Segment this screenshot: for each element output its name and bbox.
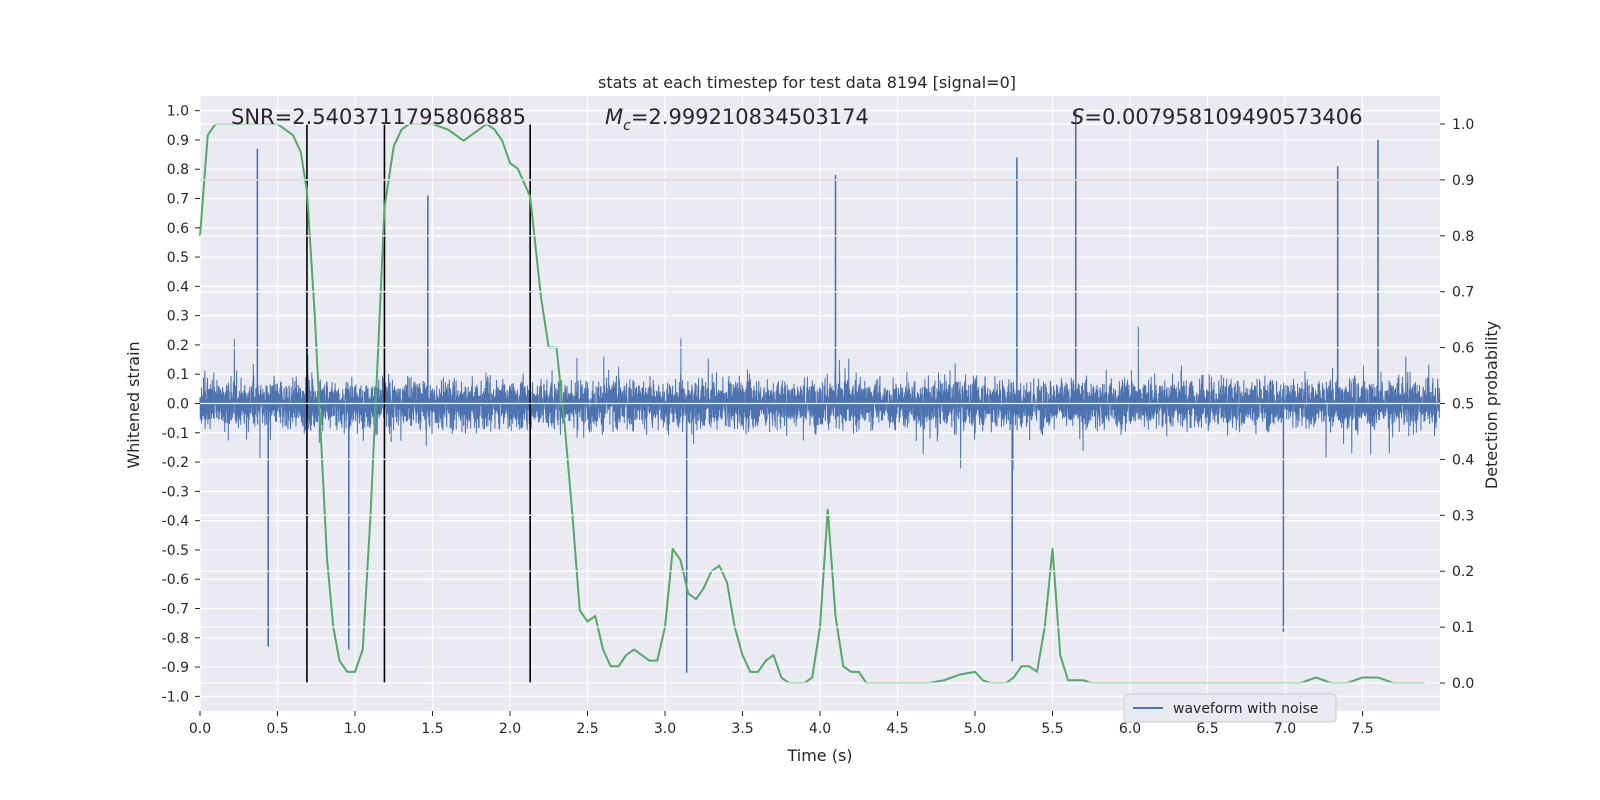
y2-tick-label: 0.5: [1452, 397, 1474, 413]
y-tick-label: -0.6: [162, 572, 189, 588]
chirp-mass-value: =2.999210834503174: [631, 105, 869, 129]
x-tick-label: 5.0: [964, 721, 986, 737]
probability-series: [199, 122, 1425, 685]
waveform-line: [199, 326, 1441, 470]
plot-area: [199, 96, 1441, 711]
y2-axis-ticks: 1.0 0.9 0.8 0.7 0.6 0.5 0.4 0.3 0.2 0.1 0.0: [1440, 117, 1474, 692]
y-axis-ticks: 1.0 0.9 0.8 0.7 0.6 0.5 0.4 0.3 0.2 0.1 0.0 -0.1 -0.…: [162, 104, 200, 705]
y-tick-label: -0.7: [162, 602, 189, 618]
s-value: =0.007958109490573406: [1084, 105, 1362, 129]
chirp-mass-subscript: c: [623, 118, 631, 134]
y-tick-label: 0.4: [167, 279, 189, 295]
y-tick-label: 0.1: [167, 367, 189, 383]
x-tick-label: 4.0: [809, 721, 831, 737]
x-tick-label: 0.0: [189, 721, 211, 737]
x-tick-label: 7.5: [1351, 721, 1373, 737]
y2-tick-label: 0.3: [1452, 508, 1474, 524]
chart-title: stats at each timestep for test data 819…: [598, 73, 1016, 92]
s-annotation: S=0.007958109490573406: [1071, 105, 1362, 129]
legend-label: waveform with noise: [1173, 701, 1318, 717]
y-tick-label: -0.5: [162, 543, 189, 559]
x-tick-label: 0.5: [266, 721, 288, 737]
y2-tick-label: 0.4: [1452, 452, 1474, 468]
y-tick-label: 0.6: [167, 221, 189, 237]
y-tick-label: -1.0: [162, 689, 189, 705]
y-tick-label: 0.8: [167, 162, 189, 178]
y-tick-label: -0.2: [162, 455, 189, 471]
y2-axis-label: Detection probability: [1482, 321, 1501, 489]
x-tick-label: 2.5: [576, 721, 598, 737]
y-tick-label: 0.9: [167, 133, 189, 149]
y2-tick-label: 0.8: [1452, 229, 1474, 245]
s-symbol: S: [1071, 105, 1084, 129]
waveform-series: [199, 110, 1441, 673]
y-tick-label: 1.0: [167, 104, 189, 120]
x-tick-label: 6.5: [1196, 721, 1218, 737]
y-tick-label: -0.9: [162, 660, 189, 676]
y2-tick-label: 0.0: [1452, 676, 1474, 692]
x-tick-label: 3.0: [654, 721, 676, 737]
y2-tick-label: 0.1: [1452, 620, 1474, 636]
y2-tick-label: 0.6: [1452, 341, 1474, 357]
probability-line: [199, 122, 1425, 685]
legend: waveform with noise: [1123, 693, 1337, 723]
x-axis-label: Time (s): [786, 746, 852, 765]
y-tick-label: -0.1: [162, 426, 189, 442]
x-axis-ticks: 0.0 0.5 1.0 1.5 2.0 2.5 3.0 3.5 4.0 4.5 5.0 5.5 6.0 6…: [189, 711, 1374, 737]
legend-frame: [1123, 693, 1337, 723]
y-tick-label: 0.3: [167, 309, 189, 325]
right-axis-gridlines: [200, 123, 1440, 684]
y2-tick-label: 0.2: [1452, 564, 1474, 580]
x-tick-label: 5.5: [1041, 721, 1063, 737]
y-tick-label: -0.4: [162, 514, 189, 530]
chirp-mass-annotation: Mc=2.999210834503174: [605, 105, 869, 134]
y-tick-label: 0.0: [167, 397, 189, 413]
x-tick-label: 2.0: [499, 721, 521, 737]
x-tick-label: 4.5: [886, 721, 908, 737]
snr-annotation: SNR=2.5403711795806885: [231, 105, 526, 129]
y-tick-label: -0.3: [162, 484, 189, 500]
y-tick-label: -0.8: [162, 631, 189, 647]
y-tick-label: 0.5: [167, 250, 189, 266]
x-tick-label: 1.5: [421, 721, 443, 737]
x-tick-label: 6.0: [1119, 721, 1141, 737]
y-tick-label: 0.2: [167, 338, 189, 354]
y2-tick-label: 1.0: [1452, 117, 1474, 133]
y2-tick-label: 0.9: [1452, 173, 1474, 189]
y2-tick-label: 0.7: [1452, 285, 1474, 301]
x-tick-label: 1.0: [344, 721, 366, 737]
y-axis-label: Whitened strain: [124, 341, 143, 468]
chirp-mass-symbol: M: [605, 105, 623, 129]
x-tick-label: 7.0: [1274, 721, 1296, 737]
x-tick-label: 3.5: [731, 721, 753, 737]
y-tick-label: 0.7: [167, 192, 189, 208]
